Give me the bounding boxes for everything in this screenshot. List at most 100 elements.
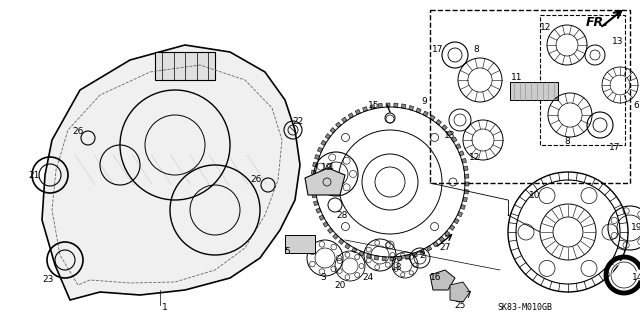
Polygon shape xyxy=(459,151,464,156)
Text: 22: 22 xyxy=(292,117,303,127)
Polygon shape xyxy=(342,117,347,123)
Polygon shape xyxy=(351,248,357,253)
Text: 15: 15 xyxy=(368,101,380,110)
Polygon shape xyxy=(444,231,450,236)
Text: 8: 8 xyxy=(564,137,570,146)
Polygon shape xyxy=(359,251,364,256)
Text: 4: 4 xyxy=(327,164,333,173)
Text: 11: 11 xyxy=(511,73,523,83)
Polygon shape xyxy=(423,111,428,116)
Text: SK83-M010GB: SK83-M010GB xyxy=(497,303,552,313)
Polygon shape xyxy=(450,282,470,302)
Text: 17: 17 xyxy=(432,46,444,55)
Text: 13: 13 xyxy=(444,130,456,139)
Polygon shape xyxy=(401,104,406,108)
Polygon shape xyxy=(339,239,344,244)
Polygon shape xyxy=(458,211,463,217)
Polygon shape xyxy=(312,193,317,198)
Text: 25: 25 xyxy=(454,300,466,309)
Polygon shape xyxy=(363,107,367,112)
Text: 5: 5 xyxy=(284,248,290,256)
Text: 14: 14 xyxy=(632,273,640,283)
Text: 28: 28 xyxy=(336,211,348,219)
Polygon shape xyxy=(460,204,465,210)
Polygon shape xyxy=(405,255,410,259)
Polygon shape xyxy=(330,128,335,133)
Text: 20: 20 xyxy=(334,280,346,290)
Polygon shape xyxy=(433,241,438,247)
Polygon shape xyxy=(464,189,468,194)
Text: 6: 6 xyxy=(633,101,639,110)
Text: 13: 13 xyxy=(612,38,624,47)
Text: 8: 8 xyxy=(473,46,479,55)
Text: 7: 7 xyxy=(465,291,471,300)
Polygon shape xyxy=(42,45,300,300)
Polygon shape xyxy=(442,125,447,130)
Polygon shape xyxy=(155,52,215,80)
Text: 17: 17 xyxy=(609,144,621,152)
Polygon shape xyxy=(412,252,417,257)
Polygon shape xyxy=(328,228,333,234)
Polygon shape xyxy=(416,108,421,113)
Polygon shape xyxy=(378,103,383,108)
Polygon shape xyxy=(355,109,360,115)
Polygon shape xyxy=(461,158,467,163)
Text: 24: 24 xyxy=(362,273,374,283)
Polygon shape xyxy=(463,166,468,171)
Polygon shape xyxy=(314,201,319,206)
Polygon shape xyxy=(315,155,319,160)
Text: 9: 9 xyxy=(421,98,427,107)
Polygon shape xyxy=(463,197,467,202)
Text: 12: 12 xyxy=(469,153,481,162)
Polygon shape xyxy=(386,103,390,107)
Polygon shape xyxy=(394,103,398,108)
Bar xyxy=(430,10,630,183)
Polygon shape xyxy=(454,219,459,224)
Polygon shape xyxy=(397,256,402,261)
Polygon shape xyxy=(374,256,379,260)
Polygon shape xyxy=(465,174,469,178)
Text: FR.: FR. xyxy=(586,16,609,28)
Text: 26: 26 xyxy=(250,175,262,184)
Polygon shape xyxy=(447,130,452,136)
Text: 23: 23 xyxy=(42,276,54,285)
Text: 1: 1 xyxy=(162,303,168,313)
Polygon shape xyxy=(323,222,328,227)
Polygon shape xyxy=(366,254,371,258)
Polygon shape xyxy=(390,257,394,261)
Polygon shape xyxy=(311,178,315,182)
Polygon shape xyxy=(335,122,341,128)
Polygon shape xyxy=(465,182,469,186)
Text: 27: 27 xyxy=(439,243,451,253)
Polygon shape xyxy=(348,113,354,118)
Polygon shape xyxy=(370,105,375,109)
Polygon shape xyxy=(319,215,324,220)
Polygon shape xyxy=(333,234,339,239)
Polygon shape xyxy=(510,82,558,100)
Text: 18: 18 xyxy=(391,263,403,272)
Text: 21: 21 xyxy=(28,170,40,180)
Text: 12: 12 xyxy=(540,24,552,33)
Polygon shape xyxy=(312,162,317,167)
Text: 19: 19 xyxy=(321,164,333,173)
Text: 2: 2 xyxy=(419,250,425,259)
Polygon shape xyxy=(311,186,316,190)
Polygon shape xyxy=(382,256,386,261)
Polygon shape xyxy=(449,225,455,230)
Polygon shape xyxy=(305,168,345,195)
Polygon shape xyxy=(420,249,425,255)
Polygon shape xyxy=(426,246,432,251)
Polygon shape xyxy=(321,140,326,145)
Polygon shape xyxy=(452,137,457,142)
Text: 16: 16 xyxy=(430,273,442,283)
Text: 10: 10 xyxy=(529,190,541,199)
Polygon shape xyxy=(312,170,316,174)
Polygon shape xyxy=(430,270,455,290)
Polygon shape xyxy=(429,115,435,121)
Polygon shape xyxy=(325,134,331,139)
Polygon shape xyxy=(345,244,350,249)
Text: 3: 3 xyxy=(320,273,326,283)
Polygon shape xyxy=(409,106,413,110)
Polygon shape xyxy=(456,144,461,149)
Polygon shape xyxy=(436,120,442,125)
